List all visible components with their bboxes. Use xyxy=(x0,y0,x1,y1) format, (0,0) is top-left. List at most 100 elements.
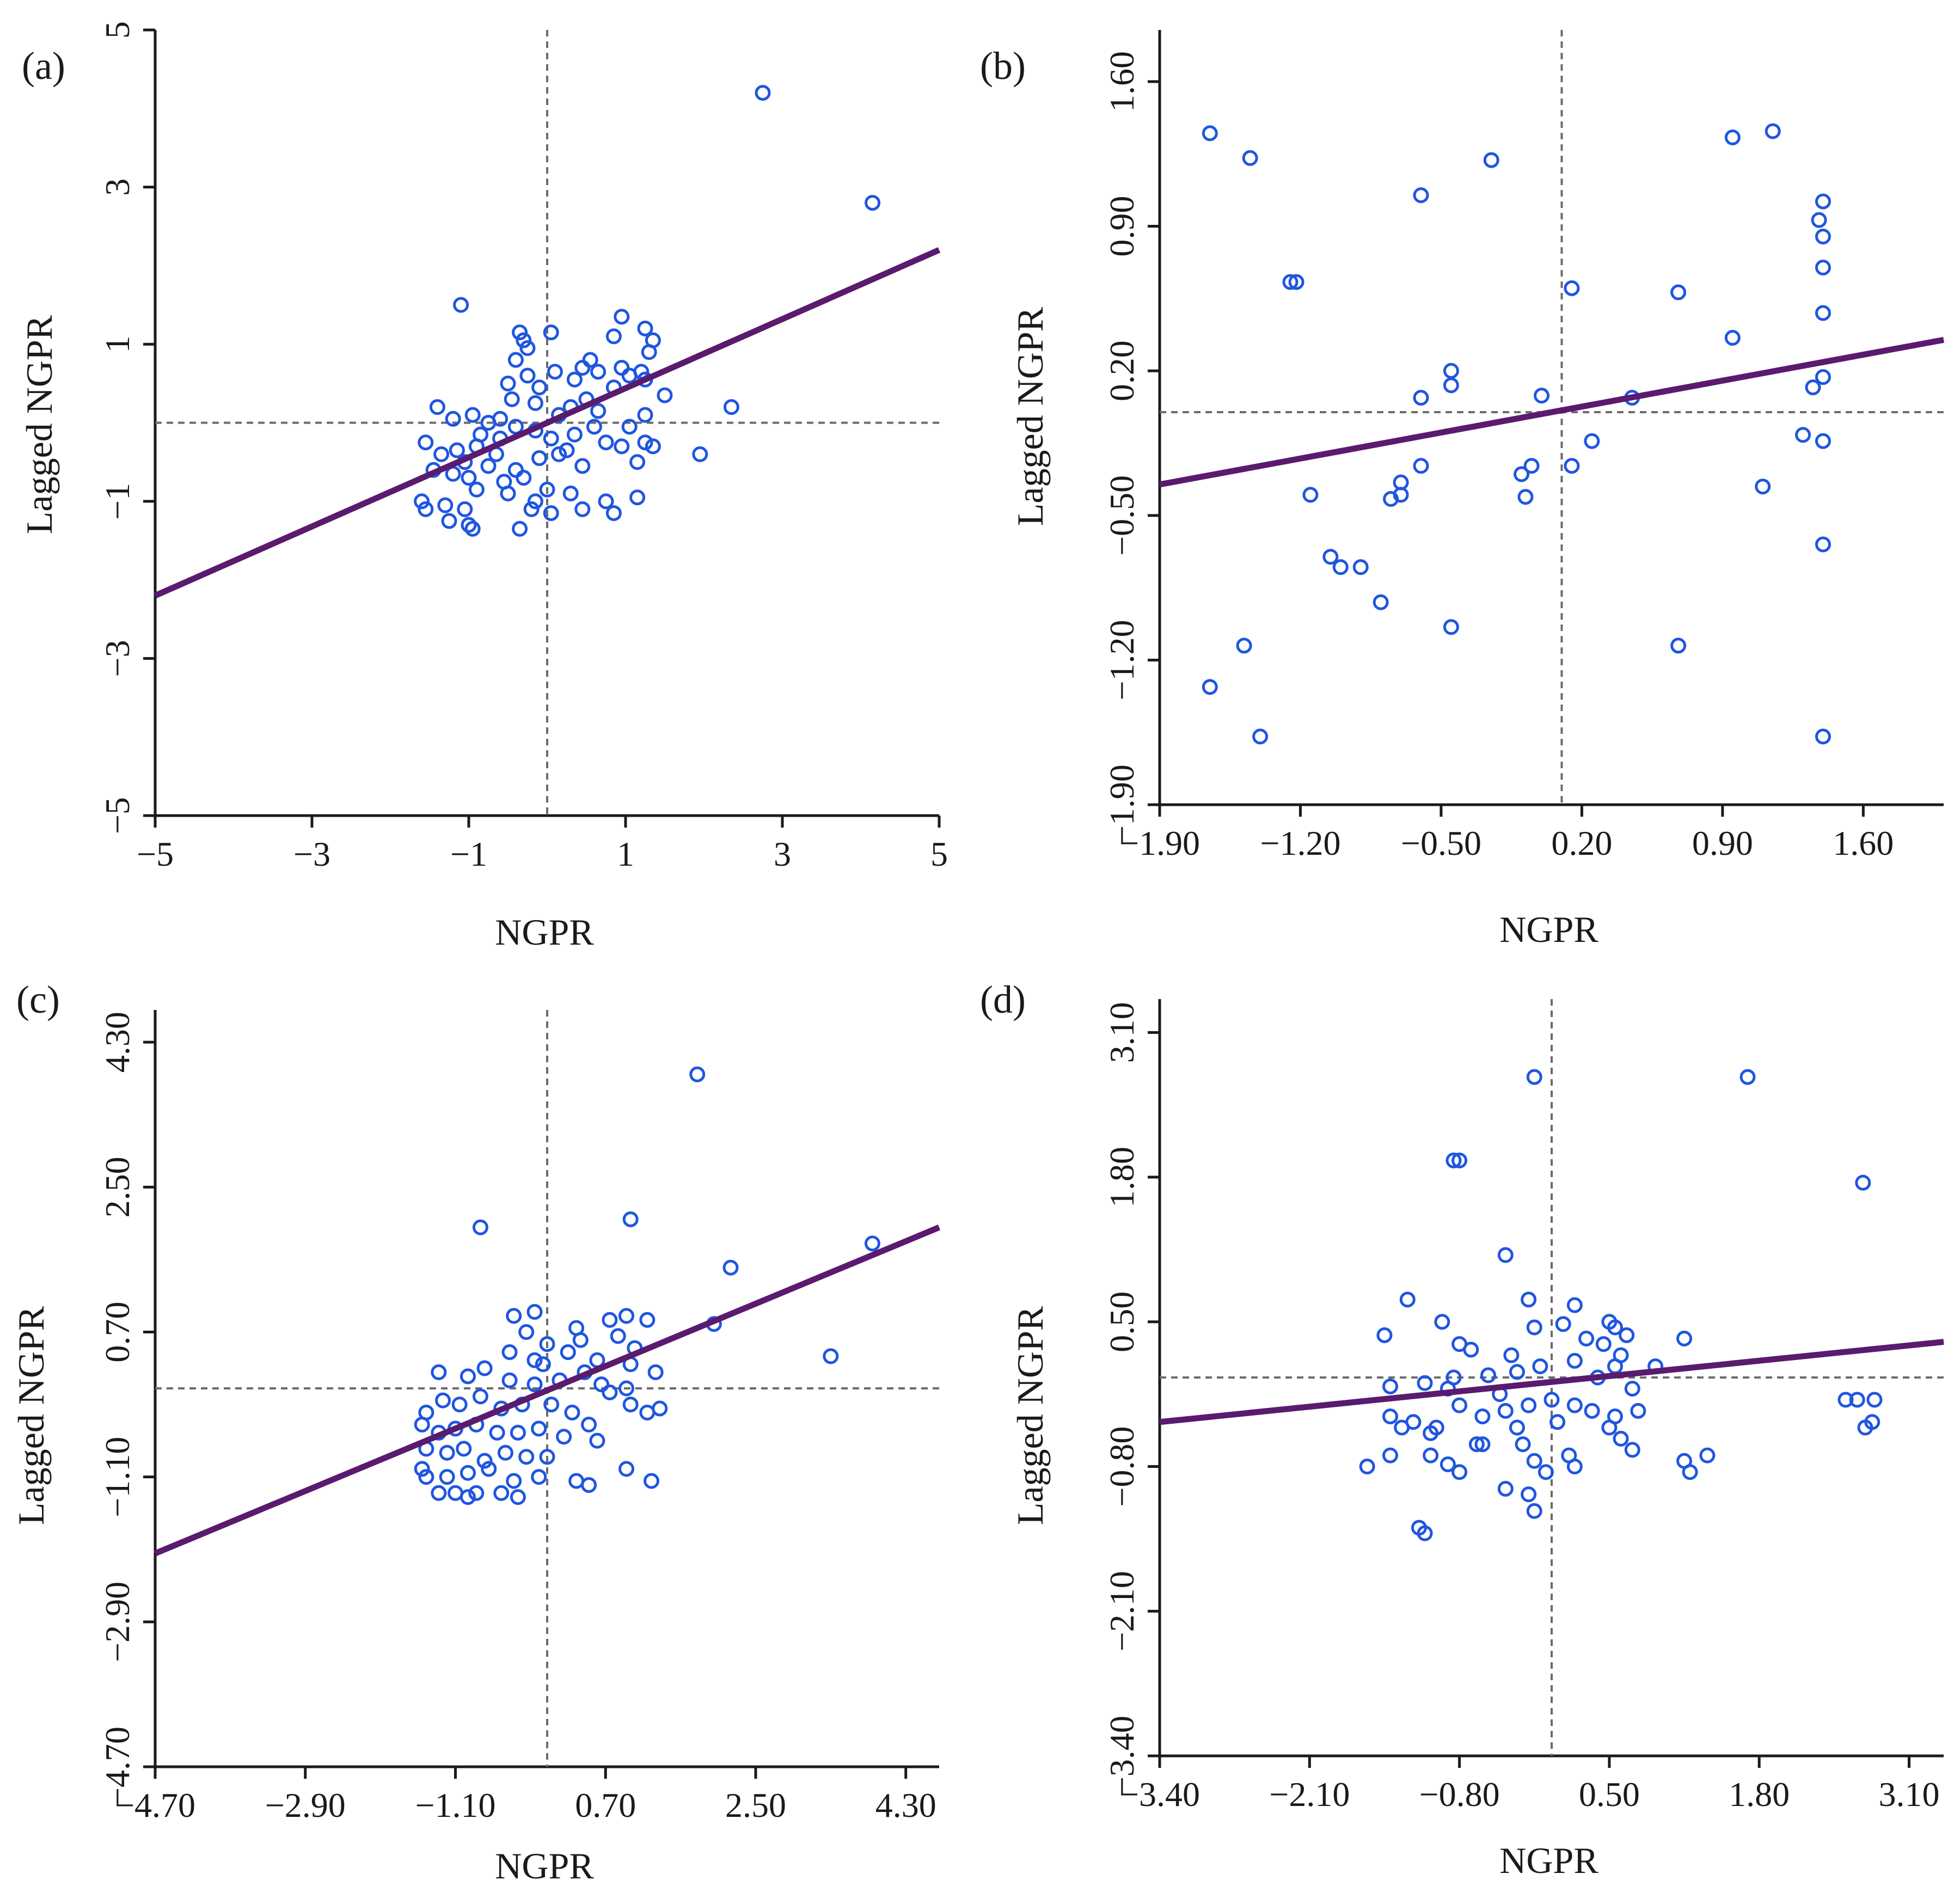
data-point xyxy=(1815,433,1831,449)
data-point xyxy=(637,407,653,423)
data-point xyxy=(639,1404,656,1420)
data-point xyxy=(1526,1319,1542,1336)
data-point xyxy=(473,426,489,443)
data-point xyxy=(1440,1456,1456,1472)
data-point xyxy=(543,1397,560,1413)
panel-a: (a) −5 −3 −1 1 3 5 −5 −3 −1 1 3 5 NGPR Lagged NGPR xyxy=(19,21,948,953)
data-point xyxy=(1613,1430,1629,1447)
data-point xyxy=(647,1364,664,1380)
data-point xyxy=(460,1489,476,1505)
data-point xyxy=(589,1432,605,1449)
data-point xyxy=(1497,1247,1514,1263)
x-tick-label: 2.50 xyxy=(725,1786,786,1824)
data-point xyxy=(519,340,536,356)
data-point xyxy=(492,411,509,427)
y-tick-label: 0.20 xyxy=(1102,340,1141,401)
x-tick-label: −5 xyxy=(137,835,174,873)
data-point xyxy=(1543,1392,1560,1408)
data-point xyxy=(1423,1425,1439,1441)
data-point xyxy=(1517,489,1534,505)
data-point xyxy=(1413,458,1429,474)
data-point xyxy=(1483,152,1499,168)
y-tick-label: −1.10 xyxy=(98,1437,137,1517)
data-point xyxy=(461,517,477,533)
data-point xyxy=(489,1424,505,1441)
data-point xyxy=(1566,1397,1583,1413)
data-point xyxy=(526,1376,543,1393)
data-point xyxy=(1682,1464,1698,1480)
data-point xyxy=(641,344,657,360)
data-point xyxy=(468,1485,485,1501)
data-point xyxy=(605,328,622,345)
data-point xyxy=(441,513,457,529)
data-point xyxy=(1670,284,1687,301)
data-point xyxy=(1451,1397,1468,1413)
data-point xyxy=(1236,638,1252,654)
data-point xyxy=(1497,1480,1514,1497)
data-point xyxy=(1739,1069,1756,1085)
data-point xyxy=(543,324,559,341)
data-point xyxy=(1443,619,1459,635)
y-tick-label: −0.50 xyxy=(1102,475,1141,556)
data-point xyxy=(531,1420,547,1437)
data-point xyxy=(556,1429,572,1445)
data-point xyxy=(1805,379,1821,395)
data-point xyxy=(568,1473,585,1489)
data-point xyxy=(1413,187,1429,204)
data-point xyxy=(722,1259,739,1276)
data-point xyxy=(645,438,661,455)
data-point xyxy=(1724,329,1741,346)
data-point xyxy=(581,1477,597,1493)
x-tick-label: 1.80 xyxy=(1729,1775,1790,1814)
data-point xyxy=(518,1324,535,1340)
y-tick-label: 1.80 xyxy=(1102,1147,1141,1208)
data-point xyxy=(445,411,461,427)
data-point xyxy=(1811,212,1827,228)
data-point xyxy=(598,434,614,451)
x-axis-title: NGPR xyxy=(1499,1840,1598,1881)
data-point xyxy=(539,481,555,498)
panel-label: (a) xyxy=(22,44,65,88)
data-point xyxy=(453,297,469,313)
data-point xyxy=(1521,1397,1537,1413)
x-tick-label: 3 xyxy=(774,835,791,873)
data-point xyxy=(472,1388,488,1405)
x-tick-label: −1.10 xyxy=(415,1786,495,1824)
data-point xyxy=(593,1376,610,1393)
data-point xyxy=(493,1485,510,1501)
data-point xyxy=(1534,388,1550,404)
data-point xyxy=(1849,1392,1865,1408)
data-point xyxy=(574,359,591,376)
data-point xyxy=(622,1397,639,1413)
x-tick-label: −0.80 xyxy=(1419,1775,1500,1814)
data-point xyxy=(1423,1447,1439,1464)
y-axis-title: Lagged NGPR xyxy=(19,315,60,534)
data-point xyxy=(1394,1419,1410,1436)
data-point xyxy=(1417,1375,1433,1391)
x-tick-label: −3.40 xyxy=(1119,1775,1200,1814)
data-point xyxy=(1555,1316,1571,1332)
data-point xyxy=(476,1453,493,1469)
fit-line xyxy=(1159,336,1944,488)
x-tick-label: 1.60 xyxy=(1833,824,1894,862)
data-point xyxy=(1526,1503,1542,1519)
data-point xyxy=(1624,1380,1640,1397)
data-point xyxy=(637,434,653,451)
x-tick-label: −4.70 xyxy=(115,1786,195,1824)
data-point xyxy=(1451,1152,1468,1168)
data-point xyxy=(1607,1319,1623,1336)
data-point xyxy=(506,1308,522,1324)
data-point xyxy=(657,387,673,403)
y-tick-label: 5 xyxy=(98,21,137,39)
data-point xyxy=(1382,1409,1399,1425)
data-point xyxy=(539,1449,555,1465)
data-point xyxy=(1242,150,1258,166)
data-point xyxy=(414,493,430,510)
data-point xyxy=(1474,1409,1491,1425)
data-point xyxy=(1434,1314,1450,1330)
data-point xyxy=(562,485,579,501)
data-point xyxy=(1417,1525,1433,1541)
panel-label: (b) xyxy=(980,44,1026,88)
data-point xyxy=(1399,1291,1416,1308)
data-point xyxy=(523,501,540,517)
